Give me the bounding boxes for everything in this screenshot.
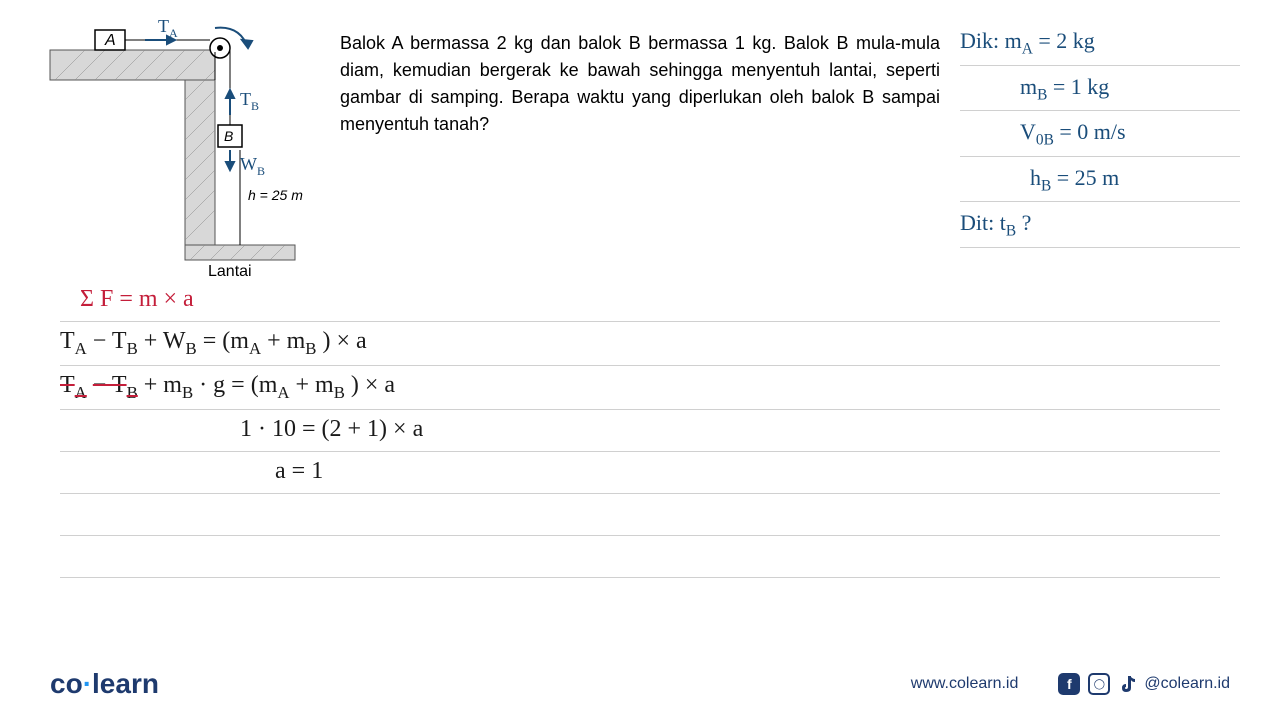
floor-label: Lantai — [208, 263, 252, 280]
footer-right: www.colearn.id f ◯ @colearn.id — [911, 673, 1230, 695]
footer: co·learn www.colearn.id f ◯ @colearn.id — [0, 668, 1280, 700]
height-label: h = 25 m — [248, 187, 303, 203]
work-line-3: TA − TB + mB · g = (mA + mB ) × a — [60, 366, 1220, 410]
footer-url: www.colearn.id — [911, 675, 1019, 693]
physics-diagram: A B h = 25 m Lantai — [40, 20, 320, 270]
social-icons: f ◯ @colearn.id — [1058, 673, 1230, 695]
block-a-label: A — [104, 32, 116, 49]
given-v0b: V0B = 0 m/s — [960, 111, 1240, 157]
weight-b-label: WB — [240, 154, 265, 178]
pulley-diagram-svg: A B h = 25 m Lantai — [40, 20, 320, 280]
brand-logo: co·learn — [50, 668, 159, 700]
work-area: Σ F = m × a TA − TB + WB = (mA + mB ) × … — [0, 280, 1280, 578]
tiktok-icon — [1118, 674, 1136, 694]
given-data-panel: Dik: mA = 2 kg mB = 1 kg V0B = 0 m/s hB … — [960, 20, 1240, 270]
empty-line — [60, 494, 1220, 536]
problem-statement: Balok A bermassa 2 kg dan balok B bermas… — [320, 20, 960, 270]
block-b-label: B — [224, 128, 233, 144]
given-mb: mB = 1 kg — [960, 66, 1240, 112]
facebook-icon: f — [1058, 673, 1080, 695]
given-header: Dik: mA = 2 kg — [960, 20, 1240, 66]
top-section: A B h = 25 m Lantai — [0, 0, 1280, 280]
tension-b-label: TB — [240, 89, 259, 113]
asked-line: Dit: tB ? — [960, 202, 1240, 248]
social-handle: @colearn.id — [1144, 675, 1230, 693]
empty-line — [60, 536, 1220, 578]
work-line-4: 1 · 10 = (2 + 1) × a — [60, 410, 1220, 452]
work-line-2: TA − TB + WB = (mA + mB ) × a — [60, 322, 1220, 366]
instagram-icon: ◯ — [1088, 673, 1110, 695]
given-hb: hB = 25 m — [960, 157, 1240, 203]
work-line-1: Σ F = m × a — [60, 280, 1220, 322]
work-line-5: a = 1 — [60, 452, 1220, 494]
